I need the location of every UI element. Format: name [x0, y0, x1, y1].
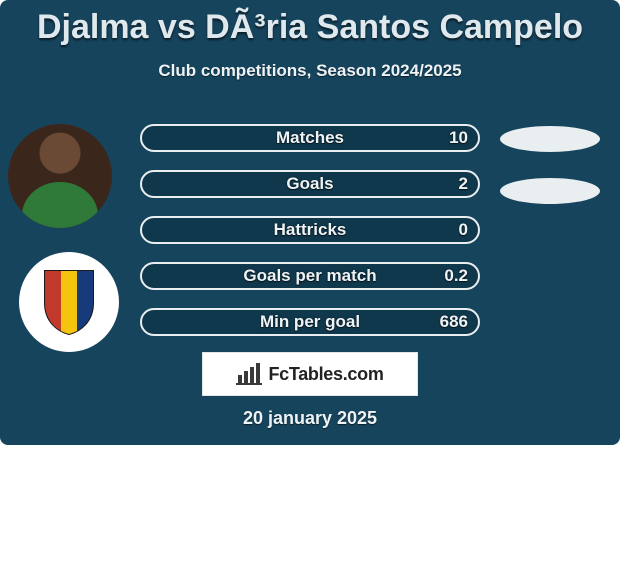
- stat-value: 0: [459, 216, 468, 244]
- comparison-oval: [500, 178, 600, 204]
- stat-row: Hattricks 0: [140, 216, 480, 244]
- stats-list: Matches 10 Goals 2 Hattricks 0 Goals per match…: [140, 124, 480, 354]
- brand-box: FcTables.com: [202, 352, 418, 396]
- brand-text: FcTables.com: [268, 364, 383, 385]
- comparison-card: Djalma vs DÃ³ria Santos Campelo Club com…: [0, 0, 620, 445]
- stat-row: Goals per match 0.2: [140, 262, 480, 290]
- stat-label: Matches: [276, 124, 344, 152]
- date-text: 20 january 2025: [0, 408, 620, 429]
- comparison-oval: [500, 126, 600, 152]
- stat-row: Matches 10: [140, 124, 480, 152]
- stat-label: Goals per match: [243, 262, 376, 290]
- stat-label: Min per goal: [260, 308, 360, 336]
- shield-icon: [41, 269, 97, 335]
- stat-label: Goals: [286, 170, 333, 198]
- chart-bars-icon: [236, 363, 262, 385]
- stat-value: 0.2: [444, 262, 468, 290]
- stat-value: 2: [459, 170, 468, 198]
- stat-row: Min per goal 686: [140, 308, 480, 336]
- stat-row: Goals 2: [140, 170, 480, 198]
- player-avatar: [8, 124, 112, 228]
- page-title: Djalma vs DÃ³ria Santos Campelo: [0, 8, 620, 47]
- stat-label: Hattricks: [274, 216, 347, 244]
- subtitle: Club competitions, Season 2024/2025: [0, 61, 620, 81]
- team-crest: [19, 252, 119, 352]
- stat-value: 686: [440, 308, 468, 336]
- stat-value: 10: [449, 124, 468, 152]
